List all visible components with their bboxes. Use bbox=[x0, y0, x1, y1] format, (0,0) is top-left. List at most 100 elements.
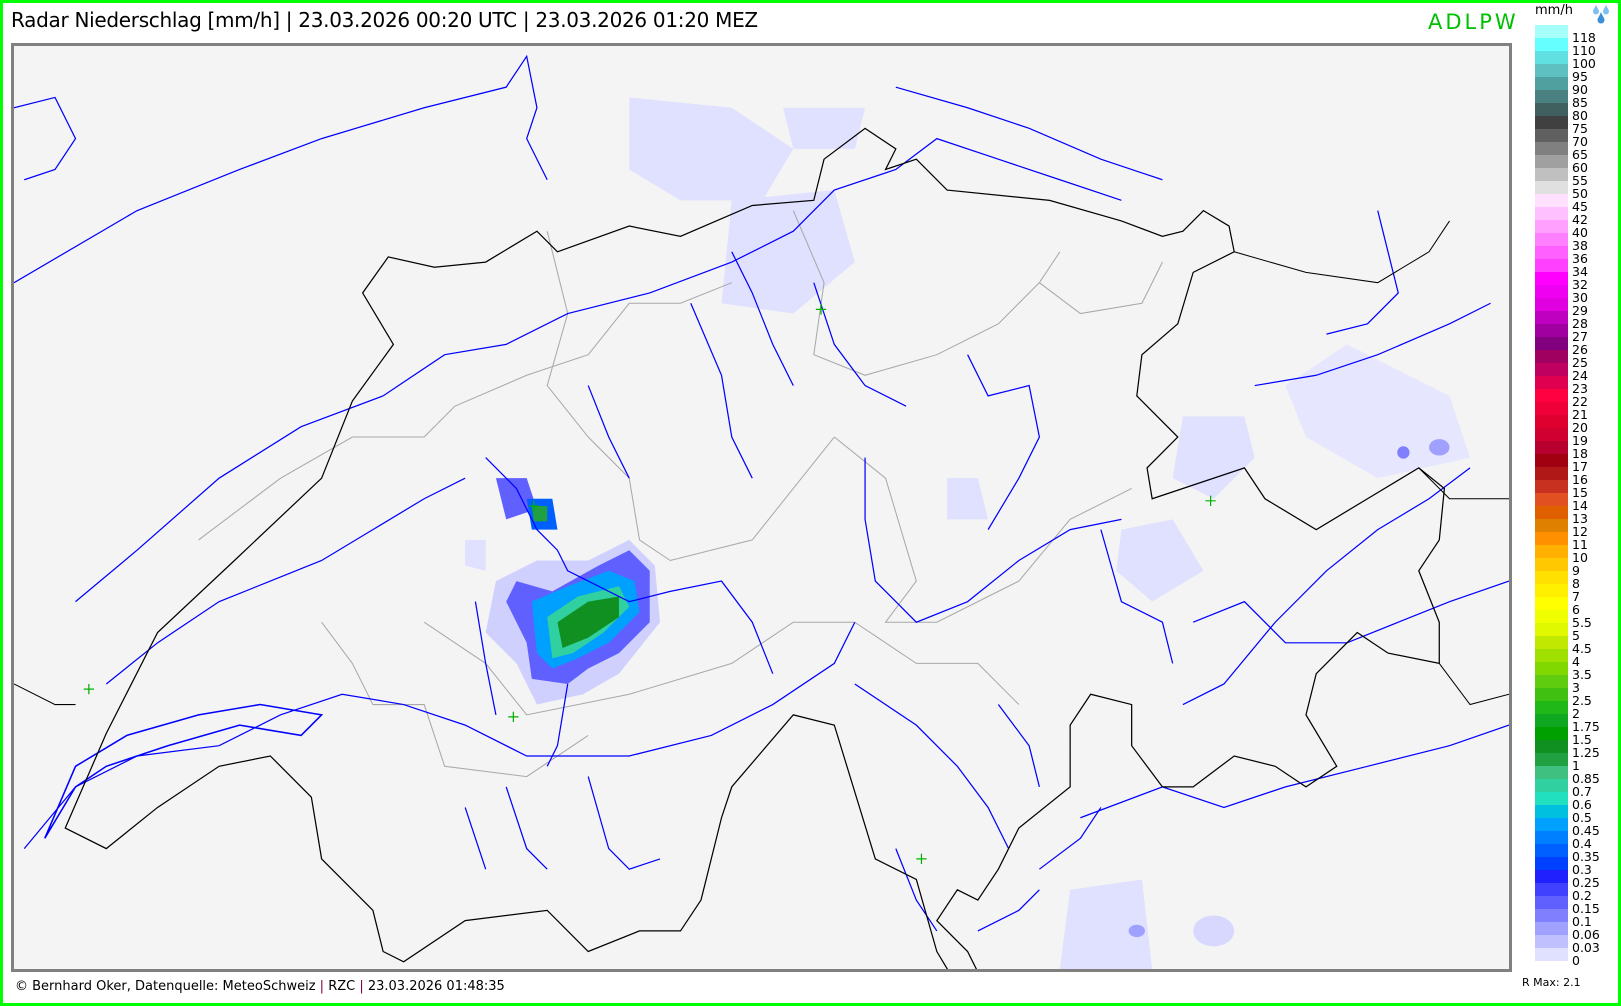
legend-swatch bbox=[1535, 129, 1568, 142]
legend-label: 9 bbox=[1572, 563, 1580, 578]
legend-label: 85 bbox=[1572, 95, 1588, 110]
legend-swatch bbox=[1535, 909, 1568, 922]
legend-label: 11 bbox=[1572, 537, 1588, 552]
legend-label: 1 bbox=[1572, 758, 1580, 773]
legend-swatch bbox=[1535, 168, 1568, 181]
legend-swatch bbox=[1535, 285, 1568, 298]
legend-swatch bbox=[1535, 714, 1568, 727]
footer-timestamp: 23.03.2026 01:48:35 bbox=[367, 979, 505, 994]
legend-swatch bbox=[1535, 597, 1568, 610]
legend-swatch bbox=[1535, 571, 1568, 584]
legend-swatch bbox=[1535, 545, 1568, 558]
legend-label: 3 bbox=[1572, 680, 1580, 695]
legend-swatch bbox=[1535, 428, 1568, 441]
rivers-lakes bbox=[14, 54, 1509, 932]
legend-swatch bbox=[1535, 688, 1568, 701]
legend-swatch bbox=[1535, 259, 1568, 272]
legend-label: 0.4 bbox=[1572, 836, 1592, 851]
legend-label: 25 bbox=[1572, 355, 1588, 370]
legend-swatch bbox=[1535, 90, 1568, 103]
footer-separator: | bbox=[319, 979, 329, 994]
legend-swatch bbox=[1535, 441, 1568, 454]
legend-label: 18 bbox=[1572, 446, 1588, 461]
legend-swatch bbox=[1535, 493, 1568, 506]
legend-label: 40 bbox=[1572, 225, 1588, 240]
legend-label: 45 bbox=[1572, 199, 1588, 214]
legend-swatch bbox=[1535, 831, 1568, 844]
legend-swatch bbox=[1535, 896, 1568, 909]
legend-swatch bbox=[1535, 467, 1568, 480]
legend-swatch bbox=[1535, 922, 1568, 935]
legend-label: 16 bbox=[1572, 472, 1588, 487]
legend-label: 34 bbox=[1572, 264, 1588, 279]
legend-label: 0.3 bbox=[1572, 862, 1592, 877]
legend-swatch bbox=[1535, 142, 1568, 155]
legend-label: 24 bbox=[1572, 368, 1588, 383]
legend-label: 0.2 bbox=[1572, 888, 1592, 903]
legend-swatch bbox=[1535, 298, 1568, 311]
legend-swatch bbox=[1535, 103, 1568, 116]
legend-label: 2.5 bbox=[1572, 693, 1592, 708]
legend-swatch bbox=[1535, 701, 1568, 714]
legend-swatch bbox=[1535, 766, 1568, 779]
legend-label: 0.5 bbox=[1572, 810, 1592, 825]
legend-swatch bbox=[1535, 272, 1568, 285]
legend-label: 36 bbox=[1572, 251, 1588, 266]
legend-label: 8 bbox=[1572, 576, 1580, 591]
legend-swatch bbox=[1535, 194, 1568, 207]
legend-label: 5 bbox=[1572, 628, 1580, 643]
legend-label: 6 bbox=[1572, 602, 1580, 617]
legend-label: 21 bbox=[1572, 407, 1588, 422]
legend-label: 3.5 bbox=[1572, 667, 1592, 682]
legend-swatch bbox=[1535, 454, 1568, 467]
radar-map[interactable] bbox=[11, 43, 1512, 972]
legend-swatch bbox=[1535, 662, 1568, 675]
legend-swatch bbox=[1535, 649, 1568, 662]
precipitation-layer bbox=[465, 97, 1471, 969]
legend-label: 42 bbox=[1572, 212, 1588, 227]
legend-label: 0.6 bbox=[1572, 797, 1592, 812]
legend-swatch bbox=[1535, 753, 1568, 766]
legend-swatch bbox=[1535, 38, 1568, 51]
legend-label: 0.15 bbox=[1572, 901, 1600, 916]
legend-label: 38 bbox=[1572, 238, 1588, 253]
legend-label: 90 bbox=[1572, 82, 1588, 97]
legend-label: 100 bbox=[1572, 56, 1596, 71]
legend-swatch bbox=[1535, 233, 1568, 246]
legend-swatch bbox=[1535, 116, 1568, 129]
legend-label: 0.45 bbox=[1572, 823, 1600, 838]
brand-label: ADLPW bbox=[1428, 10, 1519, 34]
legend-swatch bbox=[1535, 740, 1568, 753]
legend-label: 30 bbox=[1572, 290, 1588, 305]
legend-swatch bbox=[1535, 324, 1568, 337]
legend-label: 0 bbox=[1572, 953, 1580, 968]
legend-swatch bbox=[1535, 779, 1568, 792]
legend-swatch bbox=[1535, 532, 1568, 545]
legend-swatch bbox=[1535, 415, 1568, 428]
legend-label: 1.75 bbox=[1572, 719, 1600, 734]
legend-swatch bbox=[1535, 844, 1568, 857]
legend-label: 0.35 bbox=[1572, 849, 1600, 864]
canton-boundaries bbox=[198, 210, 1163, 778]
legend-label: 29 bbox=[1572, 303, 1588, 318]
legend-swatch bbox=[1535, 675, 1568, 688]
raindrops-icon bbox=[1593, 5, 1609, 24]
legend-label: 0.03 bbox=[1572, 940, 1600, 955]
legend-swatch bbox=[1535, 77, 1568, 90]
legend-swatch bbox=[1535, 350, 1568, 363]
legend-label: 14 bbox=[1572, 498, 1588, 513]
legend-label: 95 bbox=[1572, 69, 1588, 84]
legend-swatch bbox=[1535, 636, 1568, 649]
legend-swatch bbox=[1535, 558, 1568, 571]
legend-swatch bbox=[1535, 311, 1568, 324]
footer-credit: © Bernhard Oker, Datenquelle: MeteoSchwe… bbox=[15, 979, 316, 994]
legend-swatch bbox=[1535, 220, 1568, 233]
legend-label: 20 bbox=[1572, 420, 1588, 435]
legend-swatch bbox=[1535, 337, 1568, 350]
legend-label: 7 bbox=[1572, 589, 1580, 604]
legend-label: 1.5 bbox=[1572, 732, 1592, 747]
legend-label: 0.7 bbox=[1572, 784, 1592, 799]
legend-swatch bbox=[1535, 727, 1568, 740]
station-markers bbox=[83, 304, 1216, 865]
